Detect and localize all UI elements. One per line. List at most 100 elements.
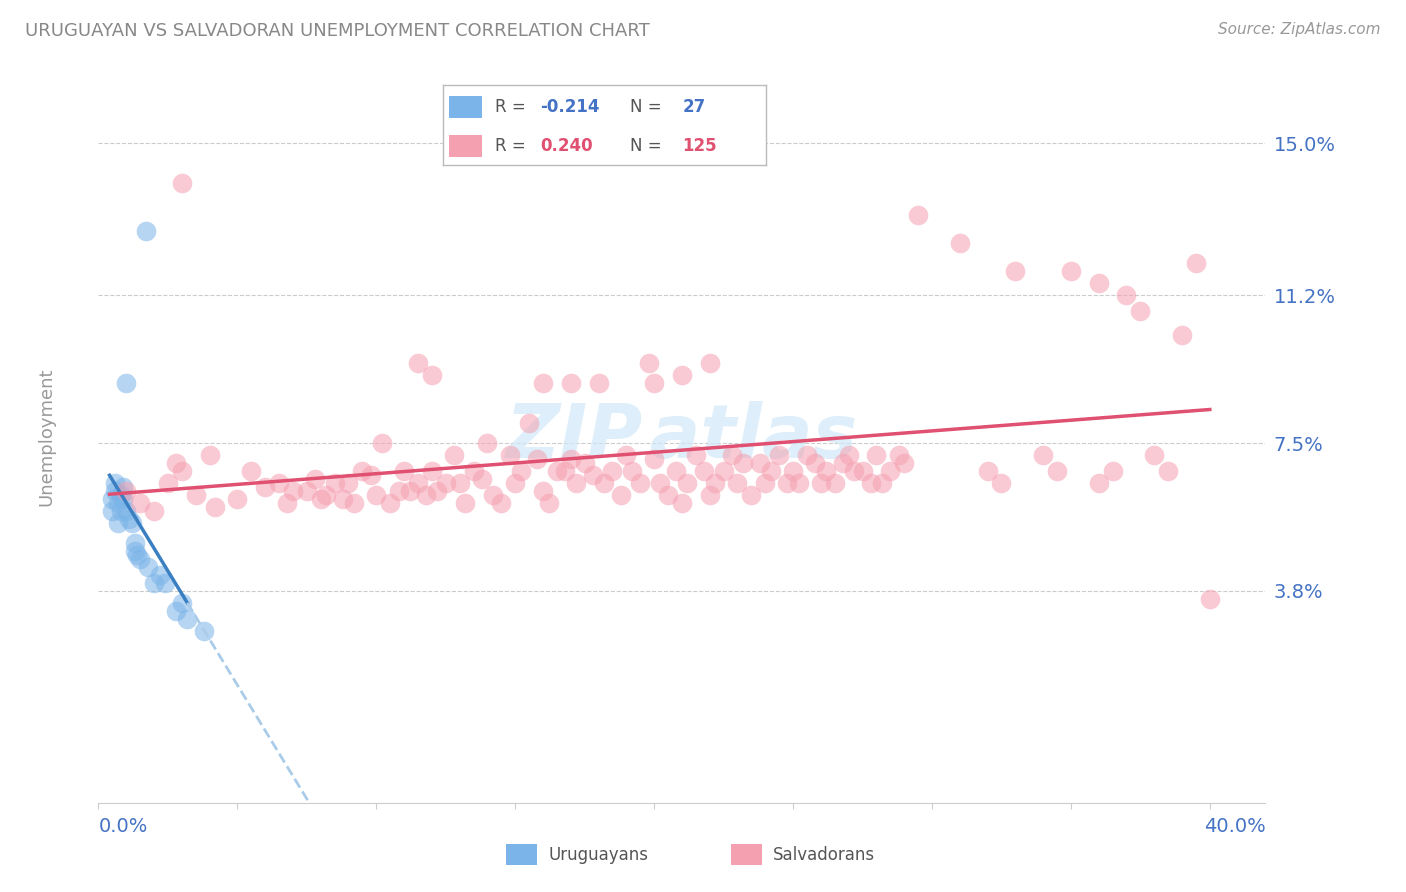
Point xyxy=(129,552,152,566)
Point xyxy=(110,504,132,518)
Point xyxy=(665,464,688,478)
Point xyxy=(143,504,166,518)
Point xyxy=(176,612,198,626)
Point xyxy=(693,464,716,478)
Point xyxy=(380,496,402,510)
Point xyxy=(907,208,929,222)
Point xyxy=(323,476,346,491)
Text: R =: R = xyxy=(495,136,530,154)
Point xyxy=(115,483,138,498)
Point xyxy=(165,456,187,470)
Text: 0.240: 0.240 xyxy=(540,136,592,154)
Point xyxy=(748,456,770,470)
Point xyxy=(124,544,146,558)
Point xyxy=(648,476,671,491)
Point xyxy=(1087,476,1109,491)
Point xyxy=(614,448,637,462)
Text: Unemployment: Unemployment xyxy=(37,368,55,507)
Point xyxy=(371,436,394,450)
Point xyxy=(1004,264,1026,278)
Point xyxy=(1185,256,1208,270)
Point xyxy=(281,483,304,498)
Point xyxy=(193,624,215,638)
Text: Source: ZipAtlas.com: Source: ZipAtlas.com xyxy=(1218,22,1381,37)
Point xyxy=(226,491,249,506)
Point xyxy=(1157,464,1180,478)
Point xyxy=(148,568,170,582)
Point xyxy=(643,452,665,467)
Point xyxy=(887,448,910,462)
Text: 40.0%: 40.0% xyxy=(1204,817,1265,836)
Point xyxy=(471,472,494,486)
Point xyxy=(240,464,263,478)
Text: N =: N = xyxy=(630,136,668,154)
Point xyxy=(1087,276,1109,290)
Point xyxy=(804,456,827,470)
Point xyxy=(1198,591,1220,606)
Point xyxy=(1101,464,1123,478)
Text: -0.214: -0.214 xyxy=(540,98,599,116)
Point xyxy=(782,464,804,478)
Text: Uruguayans: Uruguayans xyxy=(548,846,648,863)
Point xyxy=(713,464,735,478)
Point xyxy=(482,488,505,502)
Bar xyxy=(450,96,482,119)
Point xyxy=(815,464,838,478)
Point xyxy=(671,496,693,510)
Point xyxy=(198,448,221,462)
Point xyxy=(1171,328,1194,343)
Point xyxy=(406,356,429,370)
Point xyxy=(503,476,526,491)
Point xyxy=(704,476,727,491)
Point xyxy=(309,491,332,506)
Point xyxy=(115,504,138,518)
Point xyxy=(295,483,318,498)
Point xyxy=(170,596,193,610)
Point xyxy=(637,356,659,370)
Point xyxy=(156,476,179,491)
Bar xyxy=(731,844,762,865)
Point xyxy=(104,483,127,498)
Bar xyxy=(450,135,482,157)
Point xyxy=(138,560,160,574)
Point xyxy=(776,476,799,491)
Point xyxy=(135,224,157,238)
Point xyxy=(420,368,443,383)
Point xyxy=(610,488,633,502)
Point xyxy=(1032,448,1054,462)
Point xyxy=(107,516,129,530)
Point xyxy=(434,476,457,491)
Point xyxy=(254,480,277,494)
Point xyxy=(643,376,665,391)
Point xyxy=(754,476,776,491)
Point xyxy=(582,468,605,483)
Point xyxy=(107,496,129,510)
Point xyxy=(531,483,554,498)
Point xyxy=(628,476,651,491)
Point xyxy=(415,488,437,502)
Point xyxy=(699,488,721,502)
Point xyxy=(276,496,298,510)
Point xyxy=(406,476,429,491)
Point xyxy=(127,548,149,562)
Point xyxy=(118,512,141,526)
Point xyxy=(491,496,513,510)
Point xyxy=(360,468,382,483)
Point xyxy=(824,476,846,491)
Text: Salvadorans: Salvadorans xyxy=(773,846,876,863)
Point xyxy=(699,356,721,370)
Text: 27: 27 xyxy=(682,98,706,116)
Point xyxy=(426,483,449,498)
Point xyxy=(110,488,132,502)
Point xyxy=(337,476,360,491)
Text: 0.0%: 0.0% xyxy=(98,817,148,836)
Point xyxy=(1060,264,1083,278)
Point xyxy=(740,488,762,502)
Point xyxy=(392,464,415,478)
Point xyxy=(844,464,866,478)
Point xyxy=(366,488,388,502)
Point xyxy=(420,464,443,478)
Text: N =: N = xyxy=(630,98,668,116)
Point xyxy=(112,491,135,506)
Point xyxy=(526,452,548,467)
